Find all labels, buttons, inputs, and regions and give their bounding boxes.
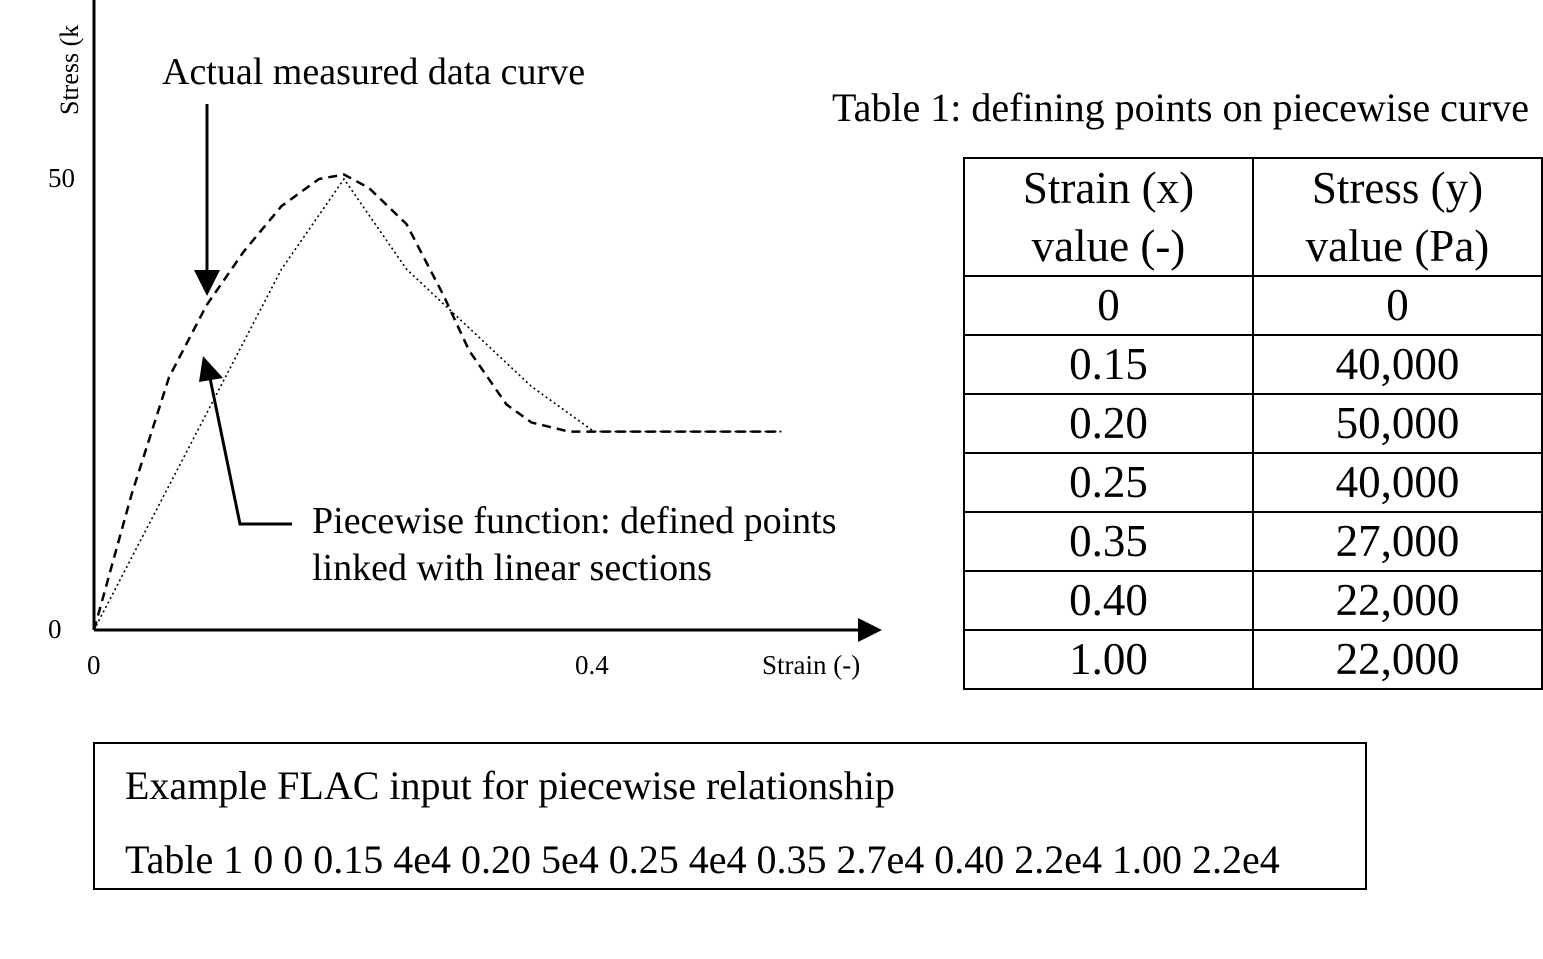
table-row: 0 0 — [963, 275, 1543, 336]
y-axis-label: Stress (k — [55, 25, 84, 115]
y-tick-label-50: 50 — [48, 163, 75, 193]
strain-cell: 0.35 — [963, 511, 1254, 572]
x-axis-label: Strain (-) — [762, 650, 860, 680]
strain-cell: 0.20 — [963, 393, 1254, 454]
measured-curve-arrowhead — [194, 270, 220, 296]
measured-curve-annotation: Actual measured data curve — [162, 51, 585, 93]
stress-cell: 22,000 — [1251, 570, 1543, 631]
table-row: 0.20 50,000 — [963, 393, 1543, 454]
stress-cell: 27,000 — [1251, 511, 1543, 572]
piecewise-curve-arrowhead — [199, 356, 223, 382]
piecewise-curve-annotation-line1: Piecewise function: defined points — [312, 500, 837, 542]
y-tick-label-0: 0 — [48, 614, 62, 644]
header-strain-line2: value (-) — [1031, 221, 1186, 271]
strain-cell: 1.00 — [963, 629, 1254, 690]
header-stress-line2: value (Pa) — [1305, 221, 1490, 271]
flac-input-command: Table 1 0 0 0.15 4e4 0.20 5e4 0.25 4e4 0… — [125, 837, 1280, 882]
stress-cell: 0 — [1251, 275, 1543, 336]
table-row: 0.40 22,000 — [963, 570, 1543, 631]
measured-data-curve — [92, 173, 782, 631]
stress-cell: 40,000 — [1251, 452, 1543, 513]
x-axis-arrowhead — [858, 618, 882, 642]
table-row: 1.00 22,000 — [963, 629, 1543, 690]
piecewise-function-curve — [93, 177, 782, 631]
stress-cell: 22,000 — [1251, 629, 1543, 690]
table-row: 0.15 40,000 — [963, 334, 1543, 395]
stress-cell: 50,000 — [1251, 393, 1543, 454]
header-stress-line1: Stress (y) — [1311, 163, 1484, 213]
strain-cell: 0.25 — [963, 452, 1254, 513]
flac-input-box: Example FLAC input for piecewise relatio… — [93, 742, 1367, 890]
x-tick-label-0-4: 0.4 — [575, 650, 609, 680]
flac-input-title: Example FLAC input for piecewise relatio… — [125, 763, 895, 808]
table-row: 0.25 40,000 — [963, 452, 1543, 513]
header-stress: Stress (y) value (Pa) — [1251, 157, 1543, 277]
stress-strain-chart: Stress (k 50 0 0 0.4 Strain (-) Actual m… — [48, 0, 882, 680]
stress-cell: 40,000 — [1251, 334, 1543, 395]
piecewise-curve-leader — [208, 377, 292, 526]
x-tick-label-0: 0 — [87, 650, 101, 680]
strain-cell: 0 — [963, 275, 1254, 336]
piecewise-curve-annotation-line2: linked with linear sections — [312, 547, 712, 589]
header-strain-line1: Strain (x) — [1022, 163, 1195, 213]
table-row: 0.35 27,000 — [963, 511, 1543, 572]
table-caption: Table 1: defining points on piecewise cu… — [832, 85, 1529, 130]
strain-cell: 0.40 — [963, 570, 1254, 631]
header-strain: Strain (x) value (-) — [963, 157, 1254, 277]
strain-cell: 0.15 — [963, 334, 1254, 395]
defining-points-table: Strain (x) value (-) Stress (y) value (P… — [963, 157, 1543, 690]
